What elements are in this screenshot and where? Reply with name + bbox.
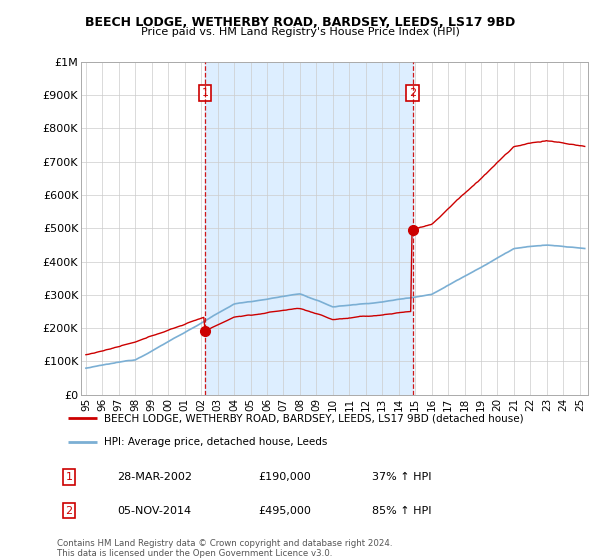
Text: 2: 2: [409, 88, 416, 98]
Text: BEECH LODGE, WETHERBY ROAD, BARDSEY, LEEDS, LS17 9BD: BEECH LODGE, WETHERBY ROAD, BARDSEY, LEE…: [85, 16, 515, 29]
Text: £190,000: £190,000: [258, 472, 311, 482]
Text: Contains HM Land Registry data © Crown copyright and database right 2024.: Contains HM Land Registry data © Crown c…: [57, 539, 392, 548]
Text: This data is licensed under the Open Government Licence v3.0.: This data is licensed under the Open Gov…: [57, 549, 332, 558]
Text: Price paid vs. HM Land Registry's House Price Index (HPI): Price paid vs. HM Land Registry's House …: [140, 27, 460, 37]
Text: 37% ↑ HPI: 37% ↑ HPI: [372, 472, 431, 482]
Text: 05-NOV-2014: 05-NOV-2014: [117, 506, 191, 516]
Text: 2: 2: [65, 506, 73, 516]
Text: 85% ↑ HPI: 85% ↑ HPI: [372, 506, 431, 516]
Text: 1: 1: [202, 88, 208, 98]
Text: 28-MAR-2002: 28-MAR-2002: [117, 472, 192, 482]
Text: HPI: Average price, detached house, Leeds: HPI: Average price, detached house, Leed…: [104, 436, 328, 446]
Text: £495,000: £495,000: [258, 506, 311, 516]
Text: 1: 1: [65, 472, 73, 482]
Text: BEECH LODGE, WETHERBY ROAD, BARDSEY, LEEDS, LS17 9BD (detached house): BEECH LODGE, WETHERBY ROAD, BARDSEY, LEE…: [104, 413, 524, 423]
Bar: [205, 62, 413, 395]
